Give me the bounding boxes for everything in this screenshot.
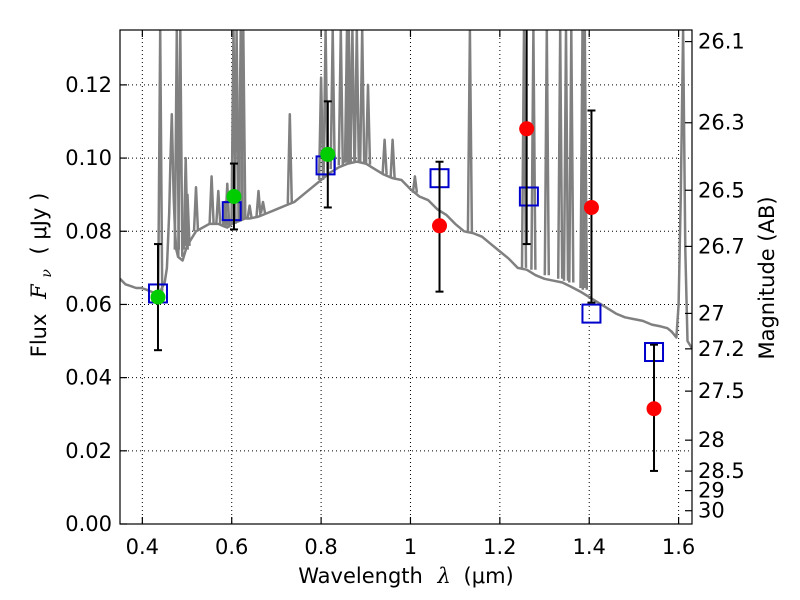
x-axis-title-unit: (μm)	[464, 564, 514, 588]
y-axis-title-symbol: F	[27, 283, 51, 300]
photometry-point	[150, 289, 166, 305]
emission-line-spike	[317, 76, 325, 181]
emission-line-spike	[466, 30, 474, 234]
x-tick-label: 1.6	[662, 535, 695, 559]
emission-line-spike	[329, 30, 336, 170]
emission-line-spike	[530, 30, 537, 270]
x-tick-label: 0.6	[215, 535, 248, 559]
emission-line-spike	[192, 186, 200, 232]
y2-axis-title: Magnitude (AB)	[755, 196, 779, 359]
y2-tick-label: 27	[698, 301, 725, 325]
emission-line-spike	[349, 30, 356, 162]
emission-line-spike	[246, 204, 253, 219]
y-tick-label: 0.12	[65, 73, 112, 97]
y-tick-label: 0.04	[65, 366, 112, 390]
y2-tick-label: 26.5	[698, 178, 745, 202]
emission-line-spike	[224, 182, 231, 228]
emission-line-spike	[208, 175, 215, 224]
y-axis-title-text: Flux	[27, 314, 51, 358]
y-axis-title-unit: ( μJy )	[27, 193, 51, 255]
emission-line-spike	[364, 83, 372, 165]
emission-line-spike	[562, 30, 570, 281]
x-tick-label: 0.8	[304, 535, 337, 559]
emission-line-spike	[568, 30, 575, 283]
y2-tick-label: 29	[698, 479, 725, 503]
emission-line-spike	[259, 200, 267, 214]
y-axis-title-subscript: ν	[39, 269, 55, 278]
y2-tick-label: 27.2	[698, 337, 745, 361]
photometry-point	[226, 188, 242, 204]
photometry-point	[320, 146, 336, 162]
emission-line-spike	[255, 189, 262, 217]
y-tick-label: 0.02	[65, 439, 112, 463]
x-axis-title: Wavelength λ (μm)	[298, 564, 513, 588]
emission-line-spike	[177, 30, 184, 257]
emission-line-spike	[381, 138, 388, 175]
plot-frame	[119, 29, 693, 525]
x-tick-label: 1	[404, 535, 417, 559]
y-tick-label: 0.08	[65, 219, 112, 243]
x-axis-title-symbol: λ	[437, 564, 451, 588]
emission-line-spike	[353, 30, 361, 162]
emission-line-spike	[389, 138, 396, 179]
y2-tick-label: 26.7	[698, 234, 745, 258]
emission-line-spike	[286, 112, 294, 204]
emission-line-spike	[184, 193, 191, 246]
photometry-points	[147, 30, 665, 472]
y2-tick-label: 26.1	[698, 30, 745, 54]
model-spectrum	[120, 30, 692, 350]
photometry-point	[519, 121, 535, 137]
y-tick-label: 0.10	[65, 146, 112, 170]
photometry-point	[432, 218, 448, 234]
model-photometry-square	[518, 186, 539, 207]
emission-line-spike	[411, 175, 419, 193]
x-tick-label: 0.4	[126, 535, 159, 559]
y2-tick-label: 28.5	[698, 459, 745, 483]
y-tick-label: 0.00	[65, 512, 112, 536]
y2-tick-label: 28	[698, 428, 725, 452]
emission-line-spike	[156, 30, 164, 292]
emission-line-spike	[358, 30, 366, 163]
photometry-point	[646, 401, 662, 417]
y-tick-label: 0.06	[65, 292, 112, 316]
emission-line-spike	[543, 30, 551, 276]
emission-line-spike	[520, 30, 528, 268]
axis-ticks: 0.4 0.6 0.8 1 1.2 1.4 1.6 0.00 0.02 0.04 0.06 0.08 0…	[65, 30, 745, 559]
y-axis-title: Flux F ν ( μJy )	[27, 193, 56, 358]
grid	[120, 30, 692, 525]
y2-tick-label: 26.3	[698, 111, 745, 135]
x-axis-title-text: Wavelength	[298, 564, 423, 588]
y2-tick-label: 30	[698, 499, 725, 523]
photometry-point	[583, 199, 599, 215]
model-spectrum-line	[120, 30, 692, 350]
y2-tick-label: 27.5	[698, 379, 745, 403]
emission-line-spike	[233, 30, 240, 223]
emission-line-spike	[240, 30, 247, 220]
model-photometry-square	[581, 303, 602, 324]
x-tick-label: 1.4	[573, 535, 606, 559]
x-tick-label: 1.2	[483, 535, 516, 559]
emission-line-spike	[337, 30, 345, 166]
emission-line-spike	[556, 30, 564, 279]
emission-line-spike	[215, 189, 222, 224]
